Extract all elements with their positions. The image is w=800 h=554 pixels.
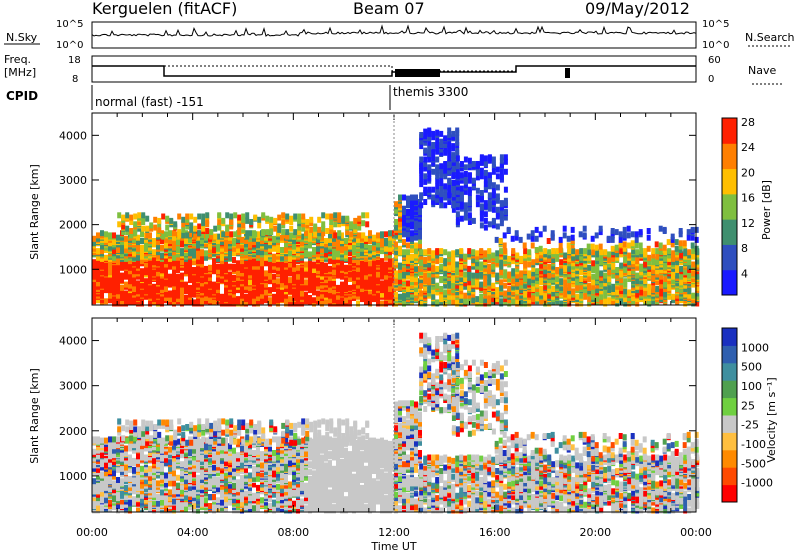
- nsearch-label: N.Search: [745, 31, 795, 44]
- colorbar-swatch: [722, 193, 737, 220]
- velocity-panel: 1000 2000 3000 4000 Slant Range [km] 1000 50…: [28, 317, 778, 553]
- colorbar-tick: 100: [741, 380, 762, 393]
- colorbar-swatch: [722, 449, 737, 468]
- colorbar-tick: 24: [741, 141, 755, 154]
- freq-label-2: [MHz]: [4, 66, 36, 79]
- nave-trace: [92, 65, 696, 72]
- x-tick-label: 16:00: [479, 526, 511, 539]
- colorbar-tick: -1000: [741, 477, 773, 490]
- nave-label: Nave: [748, 64, 776, 77]
- power-colorbar: 4 8 12 16 20 24 28: [721, 116, 755, 296]
- power-ylabel: Slant Range [km]: [28, 164, 41, 260]
- colorbar-swatch: [722, 432, 737, 451]
- colorbar-swatch: [722, 380, 737, 399]
- colorbar-tick: 8: [741, 242, 748, 255]
- colorbar-tick: 28: [741, 116, 755, 129]
- nsky-tick-top: 10^5: [56, 19, 83, 30]
- colorbar-swatch: [722, 328, 737, 346]
- colorbar-swatch: [722, 397, 737, 416]
- y-tick-label: 1000: [59, 470, 87, 483]
- colorbar-swatch: [722, 345, 737, 364]
- y-tick-label: 2000: [59, 219, 87, 232]
- nsky-panel: N.Sky 10^5 10^0 10^5 10^0 N.Search: [4, 19, 795, 51]
- colorbar-tick: 500: [741, 361, 762, 374]
- x-axis-label: Time UT: [370, 540, 416, 553]
- y-tick-label: 3000: [59, 380, 87, 393]
- colorbar-tick: -100: [741, 438, 766, 451]
- colorbar-tick: 16: [741, 192, 755, 205]
- colorbar-tick: 1000: [741, 341, 769, 354]
- freq-label-1: Freq.: [4, 53, 31, 66]
- x-tick-label: 20:00: [579, 526, 611, 539]
- colorbar-swatch: [722, 244, 737, 271]
- colorbar-tick: -25: [741, 419, 759, 432]
- colorbar-tick: 25: [741, 399, 755, 412]
- colorbar-swatch: [722, 168, 737, 195]
- power-colorbar-label: Power [dB]: [760, 180, 773, 240]
- freq-tick-top: 18: [68, 55, 81, 66]
- y-tick-label: 2000: [59, 425, 87, 438]
- freq-trace: [92, 65, 696, 77]
- power-panel: 1000 2000 3000 4000 Slant Range [km] 4 8 12 16…: [28, 112, 773, 307]
- colorbar-swatch: [722, 269, 737, 296]
- x-tick-label: 04:00: [177, 526, 209, 539]
- cpid-label: CPID: [6, 89, 38, 103]
- colorbar-swatch: [722, 467, 737, 486]
- power-data-cells: [92, 127, 700, 307]
- velocity-colorbar: 1000 500 100 25 -25 -100 -500 -1000: [721, 327, 773, 503]
- nsky-trace: [91, 24, 697, 46]
- station-title: Kerguelen (fitACF): [92, 0, 237, 18]
- velocity-data-cells: [92, 332, 700, 514]
- colorbar-swatch: [722, 362, 737, 381]
- nave-tick-bottom: 0: [708, 74, 714, 85]
- beam-title: Beam 07: [353, 0, 425, 18]
- x-tick-label: 12:00: [378, 526, 410, 539]
- x-tick-label: 00:00: [680, 526, 712, 539]
- colorbar-tick: 12: [741, 217, 755, 230]
- y-tick-label: 4000: [59, 335, 87, 348]
- colorbar-swatch: [722, 219, 737, 245]
- freq-panel: Freq. [MHz] 18 8 60 0 Nave: [4, 53, 782, 85]
- colorbar-swatch: [722, 143, 737, 170]
- colorbar-tick: -500: [741, 457, 766, 470]
- cpid-mode-themis: themis 3300: [393, 85, 468, 99]
- nsearch-tick-top: 10^5: [702, 19, 729, 30]
- nsky-tick-bottom: 10^0: [56, 40, 83, 51]
- nave-tick-top: 60: [708, 55, 721, 66]
- cpid-panel: CPID normal (fast) -151 themis 3300: [6, 85, 468, 110]
- y-tick-label: 4000: [59, 129, 87, 142]
- nsearch-tick-bottom: 10^0: [702, 40, 729, 51]
- colorbar-swatch: [722, 415, 737, 433]
- x-tick-label: 08:00: [277, 526, 309, 539]
- colorbar-tick: 4: [741, 268, 748, 281]
- freq-tick-bottom: 8: [72, 74, 78, 85]
- velocity-ylabel: Slant Range [km]: [28, 368, 41, 464]
- y-tick-label: 1000: [59, 263, 87, 276]
- velocity-colorbar-label: Velocity [m s⁻¹]: [765, 377, 778, 462]
- colorbar-tick: 20: [741, 166, 755, 179]
- cpid-mode-normal: normal (fast) -151: [95, 95, 204, 109]
- y-tick-label: 3000: [59, 174, 87, 187]
- date-title: 09/May/2012: [585, 0, 690, 18]
- x-tick-label: 00:00: [76, 526, 108, 539]
- nsky-label: N.Sky: [6, 31, 38, 44]
- colorbar-swatch: [722, 484, 737, 503]
- colorbar-swatch: [722, 118, 737, 144]
